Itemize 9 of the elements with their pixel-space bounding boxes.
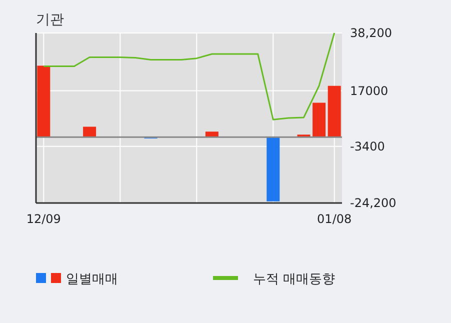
legend-label: 누적 매매동향 <box>253 272 336 287</box>
chart-title: 기관 <box>36 12 64 28</box>
y-tick-label: -3400 <box>350 139 385 154</box>
y-tick-label: 38,200 <box>350 26 392 40</box>
legend-label: 일별매매 <box>66 272 118 287</box>
x-tick-label: 01/08 <box>317 212 352 226</box>
x-tick-label: 12/09 <box>26 212 61 226</box>
y-tick-label: -24,200 <box>350 196 396 210</box>
y-tick-label: 17000 <box>350 84 388 98</box>
